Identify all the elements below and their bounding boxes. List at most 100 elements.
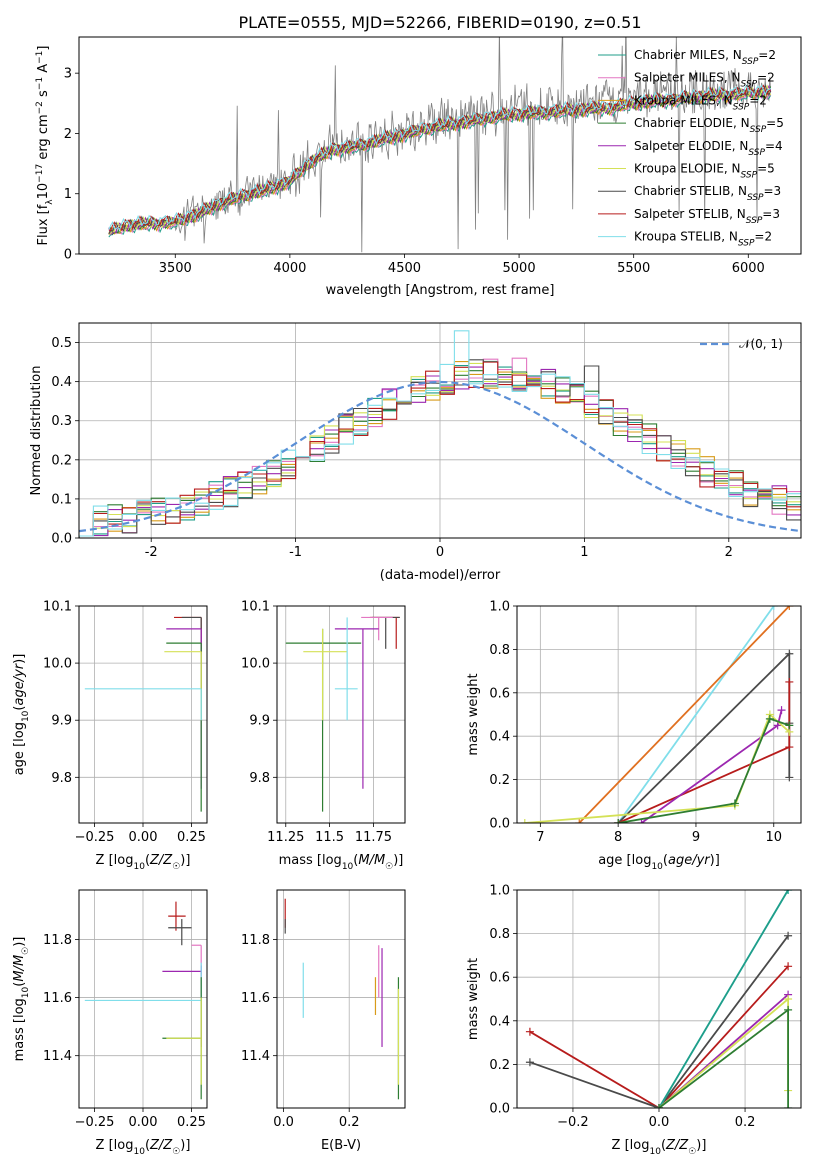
y-axis-label: mass [log10(M/M☉)] [12, 937, 31, 1062]
y-tick-label: 11.8 [43, 933, 72, 948]
x-tick-label: 4500 [388, 261, 421, 276]
y-tick-label: 0.5 [51, 336, 72, 351]
plot-area-mass_vs_ebv [284, 898, 400, 1100]
plot-area-mass_vs_Z [84, 901, 202, 1100]
x-axis-label: E(B-V) [321, 1138, 361, 1153]
y-tick-label: 0.1 [51, 492, 72, 507]
plot-area-mw_vs_Z [525, 890, 793, 1108]
marker-plus [730, 799, 739, 808]
y-axis-label: Flux [fλ10−17 erg cm−2 s−1 A−1] [35, 46, 55, 246]
marker-plus [575, 819, 584, 823]
marker-plus [773, 721, 782, 730]
grid-residuals [79, 323, 801, 539]
x-tick-label: 7 [536, 830, 544, 845]
marker-plus [784, 962, 793, 971]
x-tick-label: 11.75 [355, 830, 392, 845]
y-axis-label: mass weight [466, 673, 481, 755]
x-axis-label: mass [log10(M/M☉)] [279, 853, 404, 872]
marker-plus [785, 773, 794, 782]
plot-area-age_vs_Z [84, 616, 202, 812]
grid-mass_vs_ebv [277, 890, 405, 1108]
x-tick-label: 5000 [503, 261, 536, 276]
y-tick-label: 0.0 [489, 817, 510, 832]
mass-weight-line [658, 890, 789, 1108]
y-tick-label: 9.8 [249, 771, 270, 786]
axes-frame [78, 322, 802, 539]
marker-plus [784, 1104, 793, 1108]
y-tick-label: 0.2 [489, 773, 510, 788]
axes-spectrum: 3500 4000 4500 5000 5500 6000 0 1 2 3 PLATE=0555, … [35, 13, 802, 298]
marker-plus [784, 995, 793, 1003]
plot-area-age_vs_mass [285, 616, 400, 812]
y-tick-label: 11.4 [43, 1049, 72, 1064]
y-tick-label: 0.0 [51, 532, 72, 547]
y-tick-label: 0.8 [489, 927, 510, 942]
x-tick-label: -1 [289, 545, 302, 560]
axes-mass_vs_ebv: 0.0 0.2 11.4 11.6 11.8 E(B-V) [241, 889, 406, 1153]
x-axis-label: Z [log10(Z/Z☉)] [96, 853, 191, 872]
mass-weight-line [617, 651, 791, 823]
y-tick-label: 10.0 [241, 657, 270, 672]
x-tick-label: −0.25 [75, 1115, 115, 1130]
y-tick-label: 11.6 [43, 991, 72, 1006]
mass-weight-line [640, 709, 783, 823]
axes-residuals: -2 -1 0 1 2 0.0 0.1 0.2 0.3 0.4 0.5 (data-model)/er… [29, 322, 802, 583]
y-tick-label: 9.9 [249, 714, 270, 729]
marker-plus [785, 743, 794, 752]
y-tick-label: 0.8 [489, 643, 510, 658]
marker-plus [765, 714, 774, 723]
x-tick-label: 10 [765, 830, 782, 845]
axes-frame [276, 605, 406, 824]
plot-area-residuals [79, 330, 801, 538]
marker-plus [784, 1005, 793, 1014]
legend-entry: Kroupa MILES, NSSP=2 [634, 93, 767, 112]
x-tick-label: 3500 [159, 261, 192, 276]
mass-weight-line [658, 997, 789, 1108]
legend-entry: Kroupa ELODIE, NSSP=5 [634, 162, 775, 181]
axes-frame [78, 605, 208, 824]
y-tick-label: 10.0 [43, 657, 72, 672]
x-tick-label: 8 [614, 830, 622, 845]
plot-area-mw_vs_age [520, 606, 794, 823]
axes-frame [78, 889, 208, 1109]
x-tick-label: 0.25 [177, 830, 206, 845]
y-tick-label: 0.4 [489, 730, 510, 745]
y-tick-label: 0.6 [489, 971, 510, 986]
marker-plus [525, 1027, 534, 1036]
marker-plus [520, 819, 529, 823]
y-tick-label: 1.0 [489, 884, 510, 899]
marker-plus [784, 931, 793, 940]
marker-plus [525, 1058, 534, 1067]
mass-weight-line [658, 1008, 789, 1108]
x-tick-label: 4000 [273, 261, 306, 276]
marker-plus [785, 649, 794, 658]
legend-entry: Salpeter ELODIE, NSSP=4 [634, 139, 783, 158]
x-tick-label: 5500 [617, 261, 650, 276]
y-tick-label: 11.6 [241, 991, 270, 1006]
x-tick-label: 0.00 [129, 1115, 158, 1130]
axes-age_vs_mass: 11.25 11.5 11.75 9.8 9.9 10.0 10.1 mass [log10(… [241, 600, 406, 872]
axes-mw_vs_age: 7 8 9 10 0.0 0.2 0.4 0.6 0.8 1.0 age [log10(age/yr… [466, 600, 802, 872]
grid-age_vs_Z [79, 605, 207, 823]
y-tick-label: 0.2 [489, 1058, 510, 1073]
y-tick-label: 0.3 [51, 414, 72, 429]
y-tick-label: 2 [64, 127, 72, 142]
x-tick-label: 0.0 [649, 1115, 670, 1130]
x-tick-label: 2 [725, 545, 733, 560]
legend-entry: Chabrier STELIB, NSSP=3 [634, 184, 781, 203]
marker-plus [777, 706, 786, 715]
x-tick-label: 11.5 [315, 830, 344, 845]
x-tick-label: 9 [692, 830, 700, 845]
y-tick-label: 0.0 [489, 1102, 510, 1117]
x-tick-label: 0.0 [273, 1115, 294, 1130]
x-tick-label: 11.25 [267, 830, 304, 845]
y-tick-label: 0.6 [489, 686, 510, 701]
x-axis-label: Z [log10(Z/Z☉)] [96, 1138, 191, 1157]
marker-plus [785, 721, 794, 730]
axes-mw_vs_Z: −0.2 0.0 0.2 0.0 0.2 0.4 0.6 0.8 1.0 Z [log10(Z/Z… [466, 884, 802, 1157]
spectrum-legend: Chabrier MILES, NSSP=2 Salpeter MILES, NS… [598, 48, 784, 249]
x-tick-label: −0.2 [557, 1115, 589, 1130]
y-tick-label: 11.8 [241, 933, 270, 948]
y-tick-label: 10.1 [43, 600, 72, 615]
